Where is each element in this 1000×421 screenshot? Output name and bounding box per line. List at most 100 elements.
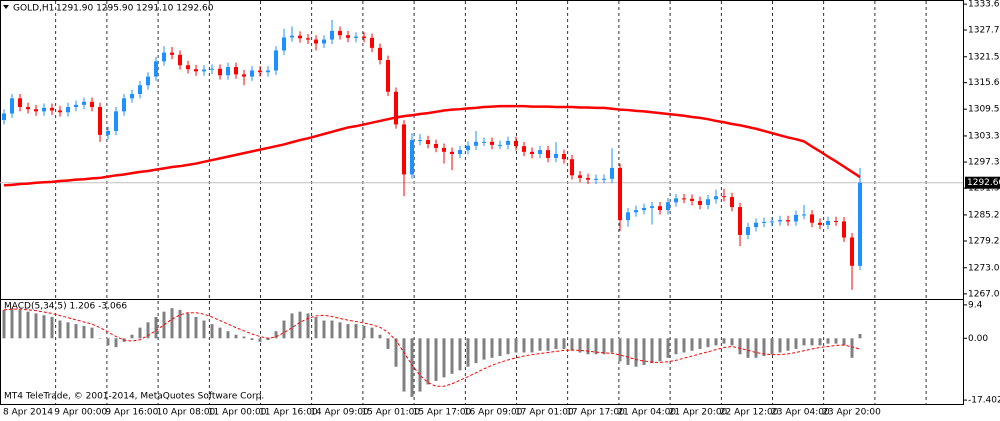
y-tick-label: 1309.50 [968, 105, 1000, 115]
candle-body [746, 227, 750, 235]
candle-body [538, 150, 542, 155]
candle-body [34, 109, 38, 112]
candle-body [138, 85, 142, 94]
macd-bar [258, 338, 262, 342]
macd-bar [802, 338, 806, 346]
candle-body [378, 47, 382, 61]
candle-body [634, 210, 638, 213]
candle-body [114, 111, 118, 131]
candle-body [50, 107, 54, 111]
macd-bar [410, 338, 414, 397]
candle-body [266, 70, 270, 73]
y-tick-label: 9.4 [968, 300, 983, 310]
macd-label: MACD(5,34,5) 1.206 -3.066 [4, 302, 127, 312]
macd-bar [626, 338, 630, 365]
candle-body [418, 140, 422, 142]
candle-body [442, 147, 446, 152]
macd-bar [794, 338, 798, 349]
candle-body [778, 220, 782, 222]
candle-body [170, 52, 174, 55]
candle-body [842, 221, 846, 238]
candle-body [690, 198, 694, 201]
macd-bar [50, 316, 54, 339]
macd-bar [466, 338, 470, 367]
x-tick-label: 21 Apr 20:00 [669, 408, 728, 418]
macd-bar [706, 338, 710, 348]
macd-bar [426, 338, 430, 385]
candle-body [10, 98, 14, 114]
candle-body [602, 178, 606, 180]
macd-bar [522, 338, 526, 353]
candle-body [306, 38, 310, 40]
x-tick-label: 11 Apr 16:00 [259, 408, 318, 418]
ohlc-text: 1291.90 1295.90 1291.10 1292.60 [56, 4, 214, 14]
macd-bar [226, 331, 230, 339]
candle-body [714, 196, 718, 200]
y-tick-label: 1315.60 [968, 78, 1000, 88]
moving-average [3, 104, 861, 187]
candle-body [810, 214, 814, 223]
candle-body [818, 222, 822, 225]
macd-bar [538, 338, 542, 351]
macd-bar [754, 338, 758, 358]
macd-bar [194, 316, 198, 339]
macd-bar [170, 308, 174, 339]
macd-bar [330, 320, 334, 339]
macd-bar [594, 338, 598, 355]
candle-body [282, 37, 286, 51]
x-tick-label: 10 Apr 08:00 [157, 408, 216, 418]
y-tick-label: 1303.35 [968, 131, 1000, 141]
macd-bar [586, 338, 590, 355]
candle-body [730, 197, 734, 208]
macd-bar [274, 331, 278, 339]
candle-body [370, 37, 374, 48]
macd-bar [474, 338, 478, 364]
candle-body [218, 68, 222, 76]
macd-bar [618, 338, 622, 362]
candle-body [698, 200, 702, 205]
candle-body [770, 221, 774, 223]
macd-bar [682, 338, 686, 353]
macd-bar [610, 338, 614, 353]
macd-bar [386, 338, 390, 349]
y-tick-label: 1273.05 [968, 263, 1000, 273]
macd-bar [778, 338, 782, 353]
x-tick-label: 17 Apr 01:00 [515, 408, 574, 418]
y-tick-label: 1267.05 [968, 289, 1000, 299]
candle-body [338, 30, 342, 36]
macd-bar [458, 338, 462, 371]
macd-bar [490, 338, 494, 358]
candle-body [410, 140, 414, 175]
macd-bar [322, 320, 326, 339]
macd-bar [666, 338, 670, 358]
macd-bar [554, 338, 558, 349]
x-tick-label: 21 Apr 04:00 [617, 408, 676, 418]
x-tick-label: 11 Apr 00:00 [208, 408, 267, 418]
macd-bar [570, 338, 574, 351]
candle-body [706, 199, 710, 205]
last-price-box [965, 176, 1000, 189]
macd-bar [370, 327, 374, 339]
macd-bar [250, 338, 254, 341]
y-tick-label: 0.00 [968, 334, 988, 344]
candle-body [626, 212, 630, 221]
candle-body [586, 177, 590, 180]
candle-body [42, 107, 46, 112]
macd-bar [514, 338, 518, 353]
candle-body [794, 214, 798, 222]
candle-body [146, 76, 150, 86]
y-tick-label: 1327.70 [968, 26, 1000, 36]
macd-bar [66, 322, 70, 339]
macd-bar [290, 313, 294, 339]
candle-body [426, 140, 430, 144]
macd-bar [442, 338, 446, 378]
candle-body [850, 237, 854, 266]
candle-body [2, 113, 6, 121]
candle-body [530, 151, 534, 155]
candle-body [546, 150, 550, 158]
macd-bar [762, 338, 766, 357]
candle-body [666, 202, 670, 211]
y-tick-label: 1285.20 [968, 210, 1000, 220]
macd-bar [698, 338, 702, 349]
candle-body [642, 207, 646, 211]
